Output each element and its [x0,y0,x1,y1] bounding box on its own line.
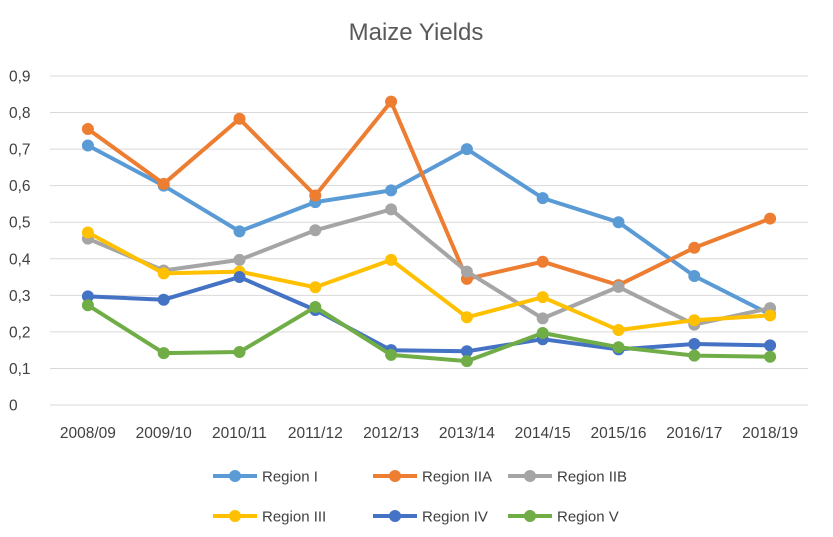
x-tick-label: 2016/17 [666,425,722,442]
data-point [688,314,701,327]
legend-item: Region IIA [373,469,492,486]
x-tick-label: 2014/15 [515,425,571,442]
x-tick-label: 2008/09 [60,425,116,442]
y-tick-label: 0,2 [9,324,31,341]
x-tick-label: 2010/11 [212,425,267,442]
legend-marker [524,470,536,482]
legend-marker [229,510,241,522]
y-tick-label: 0,8 [9,105,31,122]
legend-marker [389,510,401,522]
data-point [157,177,170,190]
x-tick-label: 2015/16 [590,425,646,442]
series-line [85,303,773,364]
y-tick-label: 0,5 [9,215,31,232]
data-point [309,189,322,202]
data-point [385,253,398,266]
x-tick-label: 2011/12 [288,425,343,442]
data-point [764,339,777,352]
data-point [385,95,398,108]
data-point [460,311,473,324]
x-tick-label: 2012/13 [363,425,419,442]
data-point [233,345,246,358]
data-point [81,299,94,312]
data-point [764,350,777,363]
y-tick-label: 0,4 [9,251,31,268]
y-tick-label: 0,9 [9,69,31,86]
data-point [764,309,777,322]
data-point [460,345,473,358]
data-point [309,224,322,237]
data-point [81,123,94,136]
y-tick-label: 0,7 [9,142,31,159]
data-point [460,265,473,278]
data-point [612,324,625,337]
y-tick-label: 0,6 [9,178,31,195]
series-line [85,275,773,354]
data-point [157,347,170,360]
data-point [157,267,170,280]
legend-item: Region IIB [508,469,627,486]
legend-label: Region IV [422,509,488,526]
x-tick-label: 2009/10 [136,425,192,442]
data-point [81,226,94,239]
data-point [233,112,246,125]
data-point [536,312,549,325]
legend-label: Region V [557,509,619,526]
data-point [688,241,701,254]
legend-marker [524,510,536,522]
data-point [81,139,94,152]
legend-item: Region III [213,509,326,526]
data-point [536,255,549,268]
data-point [460,355,473,368]
legend-marker [389,470,401,482]
data-point [309,281,322,294]
legend-label: Region IIB [557,469,627,486]
data-point [385,203,398,216]
legend-item: Region I [213,469,318,486]
y-tick-label: 0,1 [9,361,31,378]
data-point [612,341,625,354]
series-line [85,99,773,288]
legend-label: Region IIA [422,469,492,486]
series-line [85,230,773,333]
data-point [536,192,549,205]
data-point [233,225,246,238]
data-point [460,143,473,156]
x-tick-label: 2018/19 [742,425,798,442]
legend: Region I Region IIA Region IIB Region III Re… [213,469,627,526]
data-point [688,337,701,350]
legend-item: Region V [508,509,619,526]
data-point [688,349,701,362]
y-axis-ticks: 0 0,1 0,2 0,3 0,4 0,5 0,6 0,7 0,8 0,9 [9,69,31,415]
data-point [385,184,398,197]
y-tick-label: 0 [9,398,18,415]
data-point [157,293,170,306]
x-tick-label: 2013/14 [439,425,495,442]
data-point [81,290,94,303]
data-point [233,271,246,284]
data-point [536,326,549,339]
series-lines [81,95,777,368]
data-point [309,301,322,314]
series-line [85,207,773,327]
data-point [612,280,625,293]
series-line [85,143,773,317]
data-point [385,348,398,361]
x-axis-ticks: 2008/09 2009/10 2010/11 2011/12 2012/13 2013/… [60,425,798,442]
y-tick-label: 0,3 [9,288,31,305]
series-region-iii [81,226,777,337]
legend-item: Region IV [373,509,488,526]
chart-title: Maize Yields [349,19,484,46]
data-point [764,212,777,225]
data-point [233,253,246,266]
series-region-v [81,299,777,368]
legend-label: Region III [262,509,326,526]
legend-marker [229,470,241,482]
data-point [536,291,549,304]
legend-label: Region I [262,469,318,486]
data-point [688,269,701,282]
data-point [612,216,625,229]
